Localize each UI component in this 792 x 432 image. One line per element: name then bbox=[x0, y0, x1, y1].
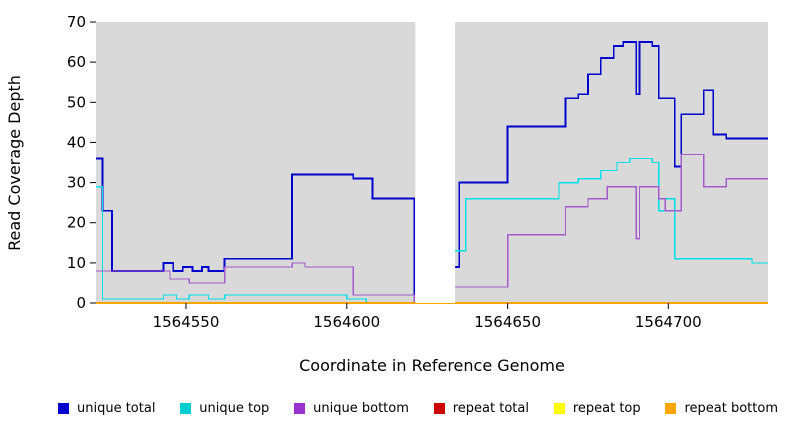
y-tick-label: 50 bbox=[67, 93, 86, 111]
x-tick-label: 1564600 bbox=[313, 313, 380, 331]
y-tick-label: 60 bbox=[67, 53, 86, 71]
legend-item-repeat-total: repeat total bbox=[433, 401, 529, 416]
coverage-gap-region bbox=[415, 18, 456, 303]
legend-swatch-unique-total bbox=[58, 403, 69, 414]
legend-swatch-repeat-bottom bbox=[665, 403, 677, 414]
legend-swatch-repeat-total bbox=[433, 403, 445, 414]
y-tick-label: 0 bbox=[76, 294, 86, 312]
series-unique-total bbox=[96, 41, 768, 304]
legend-item-repeat-bottom: repeat bottom bbox=[665, 401, 778, 416]
legend-item-unique-top: unique top bbox=[180, 401, 269, 416]
x-tick-label: 1564650 bbox=[474, 313, 541, 331]
x-tick-label: 1564700 bbox=[635, 313, 702, 331]
y-tick-label: 40 bbox=[67, 133, 86, 151]
legend-item-unique-total: unique total bbox=[58, 401, 155, 416]
y-tick-label: 30 bbox=[67, 174, 86, 192]
y-tick-label: 70 bbox=[67, 13, 86, 31]
legend-label-unique-bottom: unique bottom bbox=[313, 401, 409, 416]
legend-label-repeat-top: repeat top bbox=[572, 401, 641, 416]
x-tick-label: 1564550 bbox=[153, 313, 220, 331]
legend-swatch-unique-bottom bbox=[294, 403, 306, 414]
legend-item-unique-bottom: unique bottom bbox=[294, 401, 409, 416]
series-unique-bottom bbox=[96, 153, 768, 304]
plot-layer: 1564550 1564600 1564650 1564700 0 10 20 30 40 50 6… bbox=[67, 13, 768, 331]
legend-label-repeat-total: repeat total bbox=[452, 401, 529, 416]
chart-svg: 1564550 1564600 1564650 1564700 0 10 20 30 40 50 6… bbox=[5, 13, 768, 375]
legend-swatch-repeat-top bbox=[553, 403, 565, 414]
series-unique-top bbox=[96, 157, 768, 304]
legend: unique total unique top unique bottom repea… bbox=[0, 385, 792, 432]
y-axis-label: Read Coverage Depth bbox=[5, 75, 24, 251]
y-tick-label: 20 bbox=[67, 214, 86, 232]
y-tick-label: 10 bbox=[67, 254, 86, 272]
legend-swatch-unique-top bbox=[180, 403, 192, 414]
legend-label-repeat-bottom: repeat bottom bbox=[684, 401, 778, 416]
legend-label-unique-top: unique top bbox=[199, 401, 270, 416]
x-axis-label: Coordinate in Reference Genome bbox=[299, 356, 565, 375]
legend-item-repeat-top: repeat top bbox=[553, 401, 641, 416]
legend-label-unique-total: unique total bbox=[77, 401, 156, 416]
